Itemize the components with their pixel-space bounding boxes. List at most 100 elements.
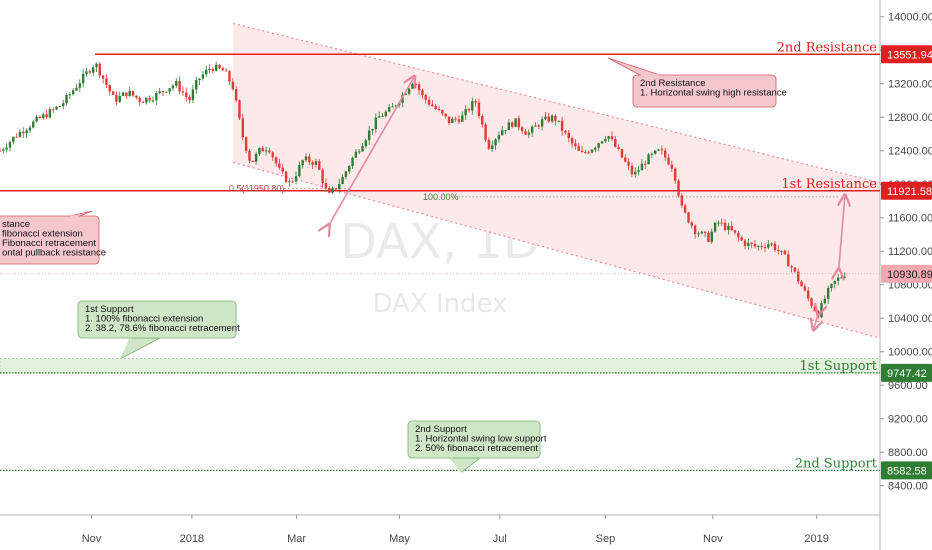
candle-body: [673, 168, 677, 181]
candle-body: [175, 81, 178, 86]
candle: [178, 76, 181, 95]
level-badge: [881, 363, 932, 382]
candle-body: [544, 116, 547, 120]
candle-body: [78, 83, 82, 88]
candle-body: [690, 222, 694, 226]
candle-body: [534, 125, 537, 127]
candle: [507, 119, 511, 131]
candle-body: [301, 160, 304, 166]
level-badge: [881, 181, 932, 200]
candle: [597, 142, 600, 152]
candle-body: [8, 141, 12, 148]
candle-body: [477, 102, 481, 117]
candle: [0, 147, 2, 152]
projection-arrow: [814, 313, 818, 328]
candle: [118, 91, 121, 103]
candle-body: [61, 103, 65, 107]
level-badge-text: 13551.94: [887, 49, 932, 61]
candle: [311, 160, 314, 169]
candle-body: [105, 78, 108, 86]
candle-body: [790, 266, 793, 268]
candle-body: [361, 146, 364, 152]
candle-body: [733, 230, 737, 233]
level-badge-text: 11921.58: [887, 186, 932, 198]
candle: [108, 84, 111, 96]
candle: [32, 120, 35, 129]
candle-body: [660, 149, 664, 151]
candle: [607, 135, 610, 142]
candle-body: [5, 147, 8, 150]
candle-body: [238, 100, 241, 119]
candle-body: [471, 101, 474, 111]
candle: [294, 171, 298, 185]
candle-body: [304, 156, 308, 161]
candle: [98, 61, 101, 79]
candle-body: [168, 88, 171, 92]
candle: [737, 231, 740, 242]
note-tail: [449, 457, 482, 473]
candle: [78, 79, 82, 93]
candle: [447, 116, 451, 126]
candle-body: [454, 118, 457, 120]
candle: [710, 228, 713, 245]
candle-body: [570, 138, 574, 144]
candle-body: [231, 81, 235, 90]
candle: [833, 280, 837, 289]
candle: [637, 165, 640, 176]
candle-body: [713, 222, 717, 232]
price-tick-label: 12800.00: [888, 112, 932, 124]
candle-body: [747, 242, 750, 247]
candle-body: [577, 146, 580, 151]
candle: [730, 221, 733, 232]
candle: [254, 151, 258, 165]
candle-body: [111, 91, 115, 95]
candle-body: [843, 276, 846, 278]
candle-body: [697, 233, 700, 235]
candle: [264, 146, 268, 156]
candle: [208, 64, 211, 74]
candle-body: [188, 97, 191, 101]
candle-body: [135, 95, 138, 98]
time-axis[interactable]: Nov 2018 Mar May Jul Sep Nov 2019: [0, 514, 880, 545]
candle: [314, 158, 318, 168]
candle: [540, 116, 544, 131]
candle-body: [823, 298, 827, 304]
candle: [284, 170, 288, 183]
candle: [304, 153, 308, 162]
candle-body: [597, 143, 600, 148]
candle-body: [474, 101, 477, 103]
candle: [457, 115, 461, 124]
candle: [437, 105, 441, 112]
candle-body: [191, 89, 195, 101]
candle: [683, 203, 687, 214]
candle-body: [800, 281, 803, 287]
candle: [753, 239, 757, 249]
candle-body: [727, 225, 730, 230]
candle: [218, 64, 221, 70]
candle: [274, 156, 278, 167]
candle: [807, 287, 810, 302]
candle: [22, 127, 25, 139]
candle: [454, 116, 457, 123]
candle-body: [35, 116, 38, 122]
candle-body: [211, 68, 215, 71]
candle: [487, 137, 491, 151]
time-tick-label: Sep: [596, 533, 616, 545]
candle: [441, 109, 444, 116]
candle: [723, 219, 727, 232]
candle-body: [457, 119, 461, 122]
candle-body: [693, 225, 697, 234]
candle: [2, 147, 5, 154]
candle: [451, 116, 454, 124]
candle-body: [91, 67, 95, 73]
candle-body: [444, 113, 447, 117]
candle: [673, 167, 677, 184]
time-tick-label: Jul: [493, 533, 507, 545]
note-seam: [120, 337, 132, 359]
candle: [251, 160, 254, 163]
candle-body: [600, 141, 604, 144]
candle-body: [358, 151, 361, 153]
candle: [171, 83, 175, 91]
candle-body: [374, 117, 378, 130]
candle: [301, 159, 304, 169]
